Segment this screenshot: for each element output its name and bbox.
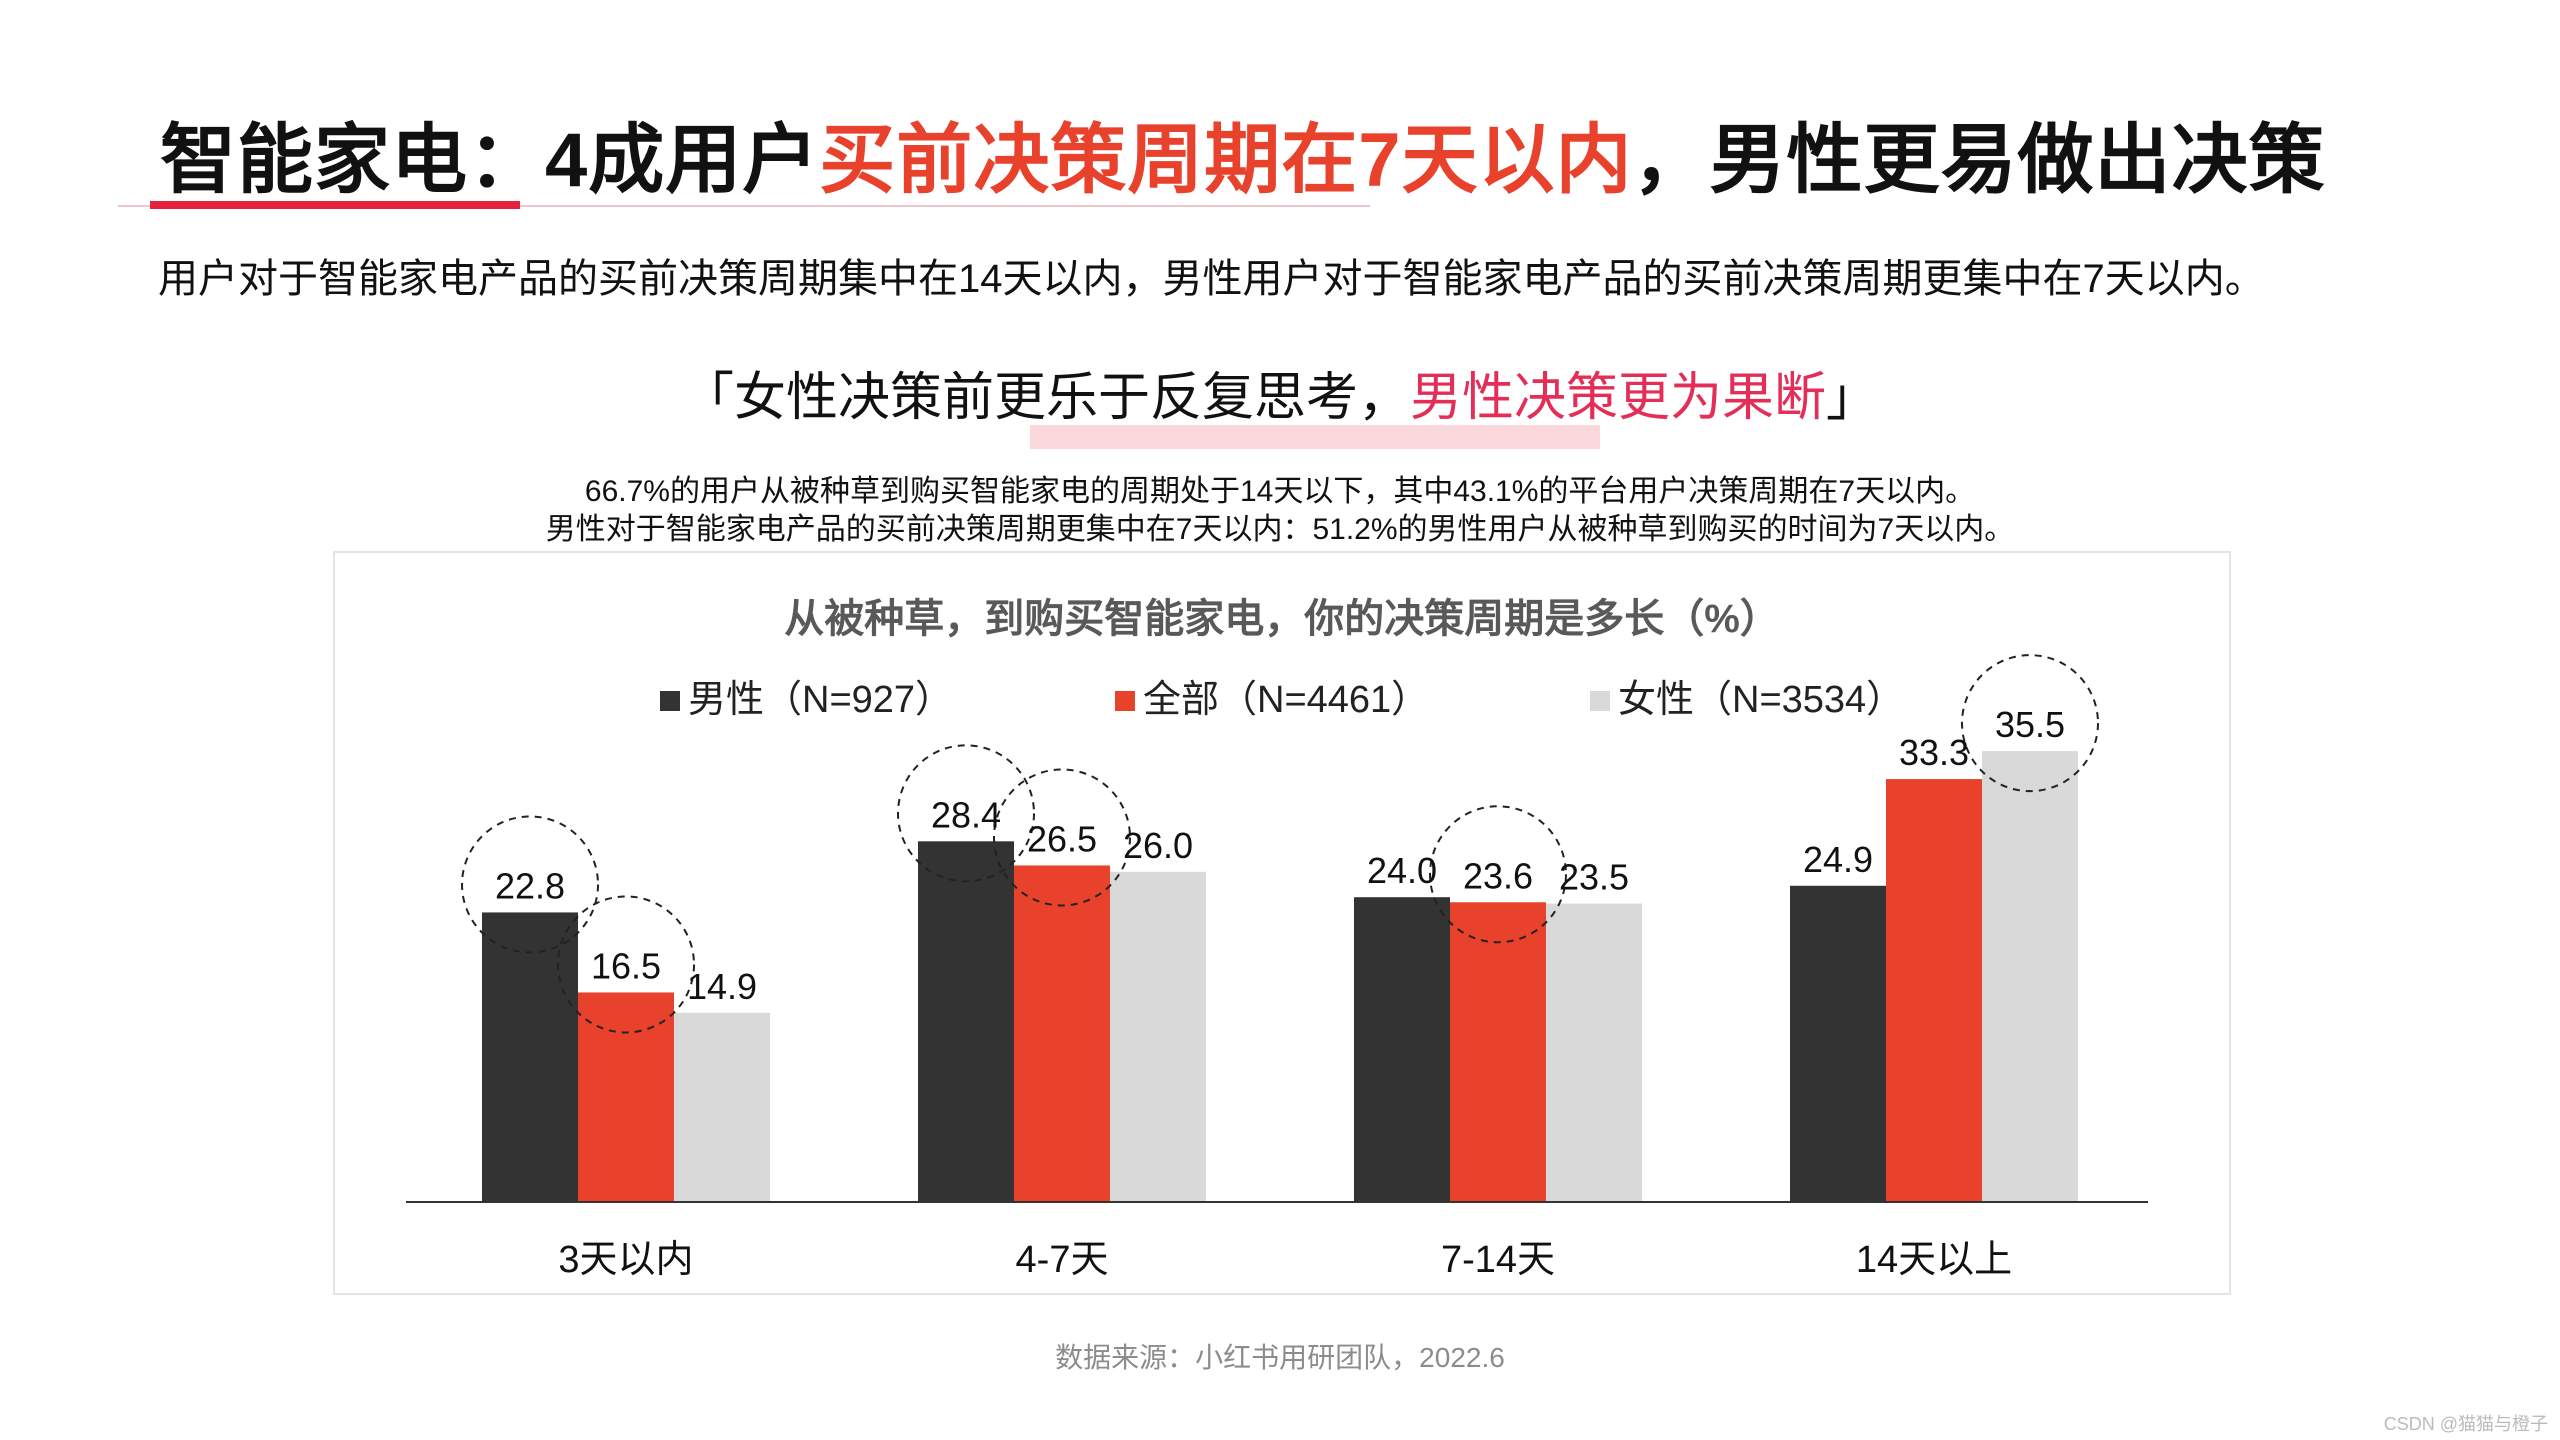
data-label-1-1: 26.5 xyxy=(1027,818,1097,859)
data-label-3-0: 24.9 xyxy=(1803,839,1873,880)
category-label-1: 4-7天 xyxy=(1016,1239,1109,1281)
highlight-circle-1-0 xyxy=(897,744,1035,883)
subtitle: 用户对于智能家电产品的买前决策周期集中在14天以内，男性用户对于智能家电产品的买… xyxy=(158,257,2265,301)
data-label-3-1: 33.3 xyxy=(1899,732,1969,773)
bar-group xyxy=(482,751,2078,1202)
bar-3-0 xyxy=(1790,885,1886,1202)
bar-1-1 xyxy=(1014,865,1110,1202)
legend-swatch-1 xyxy=(1115,691,1135,711)
category-label-2: 7-14天 xyxy=(1441,1239,1555,1281)
highlight-circle-0-1 xyxy=(557,895,695,1034)
bar-2-0 xyxy=(1354,897,1450,1202)
legend-label-2: 女性（N=3534） xyxy=(1618,679,1904,721)
bar-0-0 xyxy=(482,912,578,1202)
data-label-3-2: 35.5 xyxy=(1995,704,2065,745)
bar-0-2 xyxy=(674,1012,770,1202)
data-label-1-0: 28.4 xyxy=(931,794,1001,835)
data-label-2-1: 23.6 xyxy=(1463,855,1533,896)
legend-label-1: 全部（N=4461） xyxy=(1143,679,1429,721)
legend-label-0: 男性（N=927） xyxy=(688,679,953,721)
data-label-0-0: 22.8 xyxy=(495,865,565,906)
quote-open: 「 xyxy=(681,368,734,428)
bar-1-0 xyxy=(918,841,1014,1202)
page-title: 智能家电：4成用户买前决策周期在7天以内，男性更易做出决策 xyxy=(160,98,2326,208)
bar-0-1 xyxy=(578,992,674,1202)
quote-close: 」 xyxy=(1826,368,1879,428)
legend-swatch-2 xyxy=(1590,691,1610,711)
data-label-2-0: 24.0 xyxy=(1367,850,1437,891)
data-labels: 22.8 16.5 14.9 28.4 26.5 26.0 24.0 23.6 23.5 24.9… xyxy=(495,704,2065,1007)
chart-frame xyxy=(333,551,2231,1295)
quote-highlight: 男性决策更为果断 xyxy=(1410,368,1827,428)
bar-2-2 xyxy=(1546,903,1642,1202)
data-source: 数据来源：小红书用研团队，2022.6 xyxy=(1055,1342,1505,1373)
legend-swatch-0 xyxy=(660,691,680,711)
x-axis-tick-labels: 3天以内 4-7天 7-14天 14天以上 xyxy=(558,1239,2012,1281)
quote-highlight-underline xyxy=(1030,425,1600,449)
bar-3-2 xyxy=(1982,751,2078,1202)
title-accent-bar xyxy=(150,201,520,209)
note-line-2: 男性对于智能家电产品的买前决策周期更集中在7天以内：51.2%的男性用户从被种草… xyxy=(545,513,2015,546)
chart-legend: 男性（N=927） 全部（N=4461） 女性（N=3534） xyxy=(660,679,1904,721)
quote: 「女性决策前更乐于反复思考，男性决策更为果断」 xyxy=(0,355,2560,430)
bar-3-1 xyxy=(1886,779,1982,1202)
title-highlight: 买前决策周期在7天以内 xyxy=(819,118,1633,203)
bar-2-1 xyxy=(1450,902,1546,1202)
data-label-0-1: 16.5 xyxy=(591,945,661,986)
category-label-0: 3天以内 xyxy=(558,1239,693,1281)
title-part2: ，男性更易做出决策 xyxy=(1632,118,2326,203)
bar-1-2 xyxy=(1110,871,1206,1202)
highlight-circle-1-1 xyxy=(993,768,1131,907)
data-label-0-2: 14.9 xyxy=(687,966,757,1007)
note-line-1: 66.7%的用户从被种草到购买智能家电的周期处于14天以下，其中43.1%的平台… xyxy=(584,475,1976,508)
highlight-circle-3-2 xyxy=(1961,654,2099,793)
data-label-2-2: 23.5 xyxy=(1559,857,1629,898)
watermark: CSDN @猫猫与橙子 xyxy=(2383,1414,2548,1434)
highlight-circles xyxy=(461,654,2099,1034)
highlight-circle-2-1 xyxy=(1429,805,1567,944)
category-label-3: 14天以上 xyxy=(1856,1239,2012,1281)
chart-title: 从被种草，到购买智能家电，你的决策周期是多长（%） xyxy=(784,597,1780,641)
title-divider xyxy=(118,205,1370,207)
quote-normal: 女性决策前更乐于反复思考， xyxy=(733,368,1410,428)
highlight-circle-0-0 xyxy=(461,815,599,954)
title-part1: 智能家电：4成用户 xyxy=(160,118,820,203)
data-label-1-2: 26.0 xyxy=(1123,825,1193,866)
